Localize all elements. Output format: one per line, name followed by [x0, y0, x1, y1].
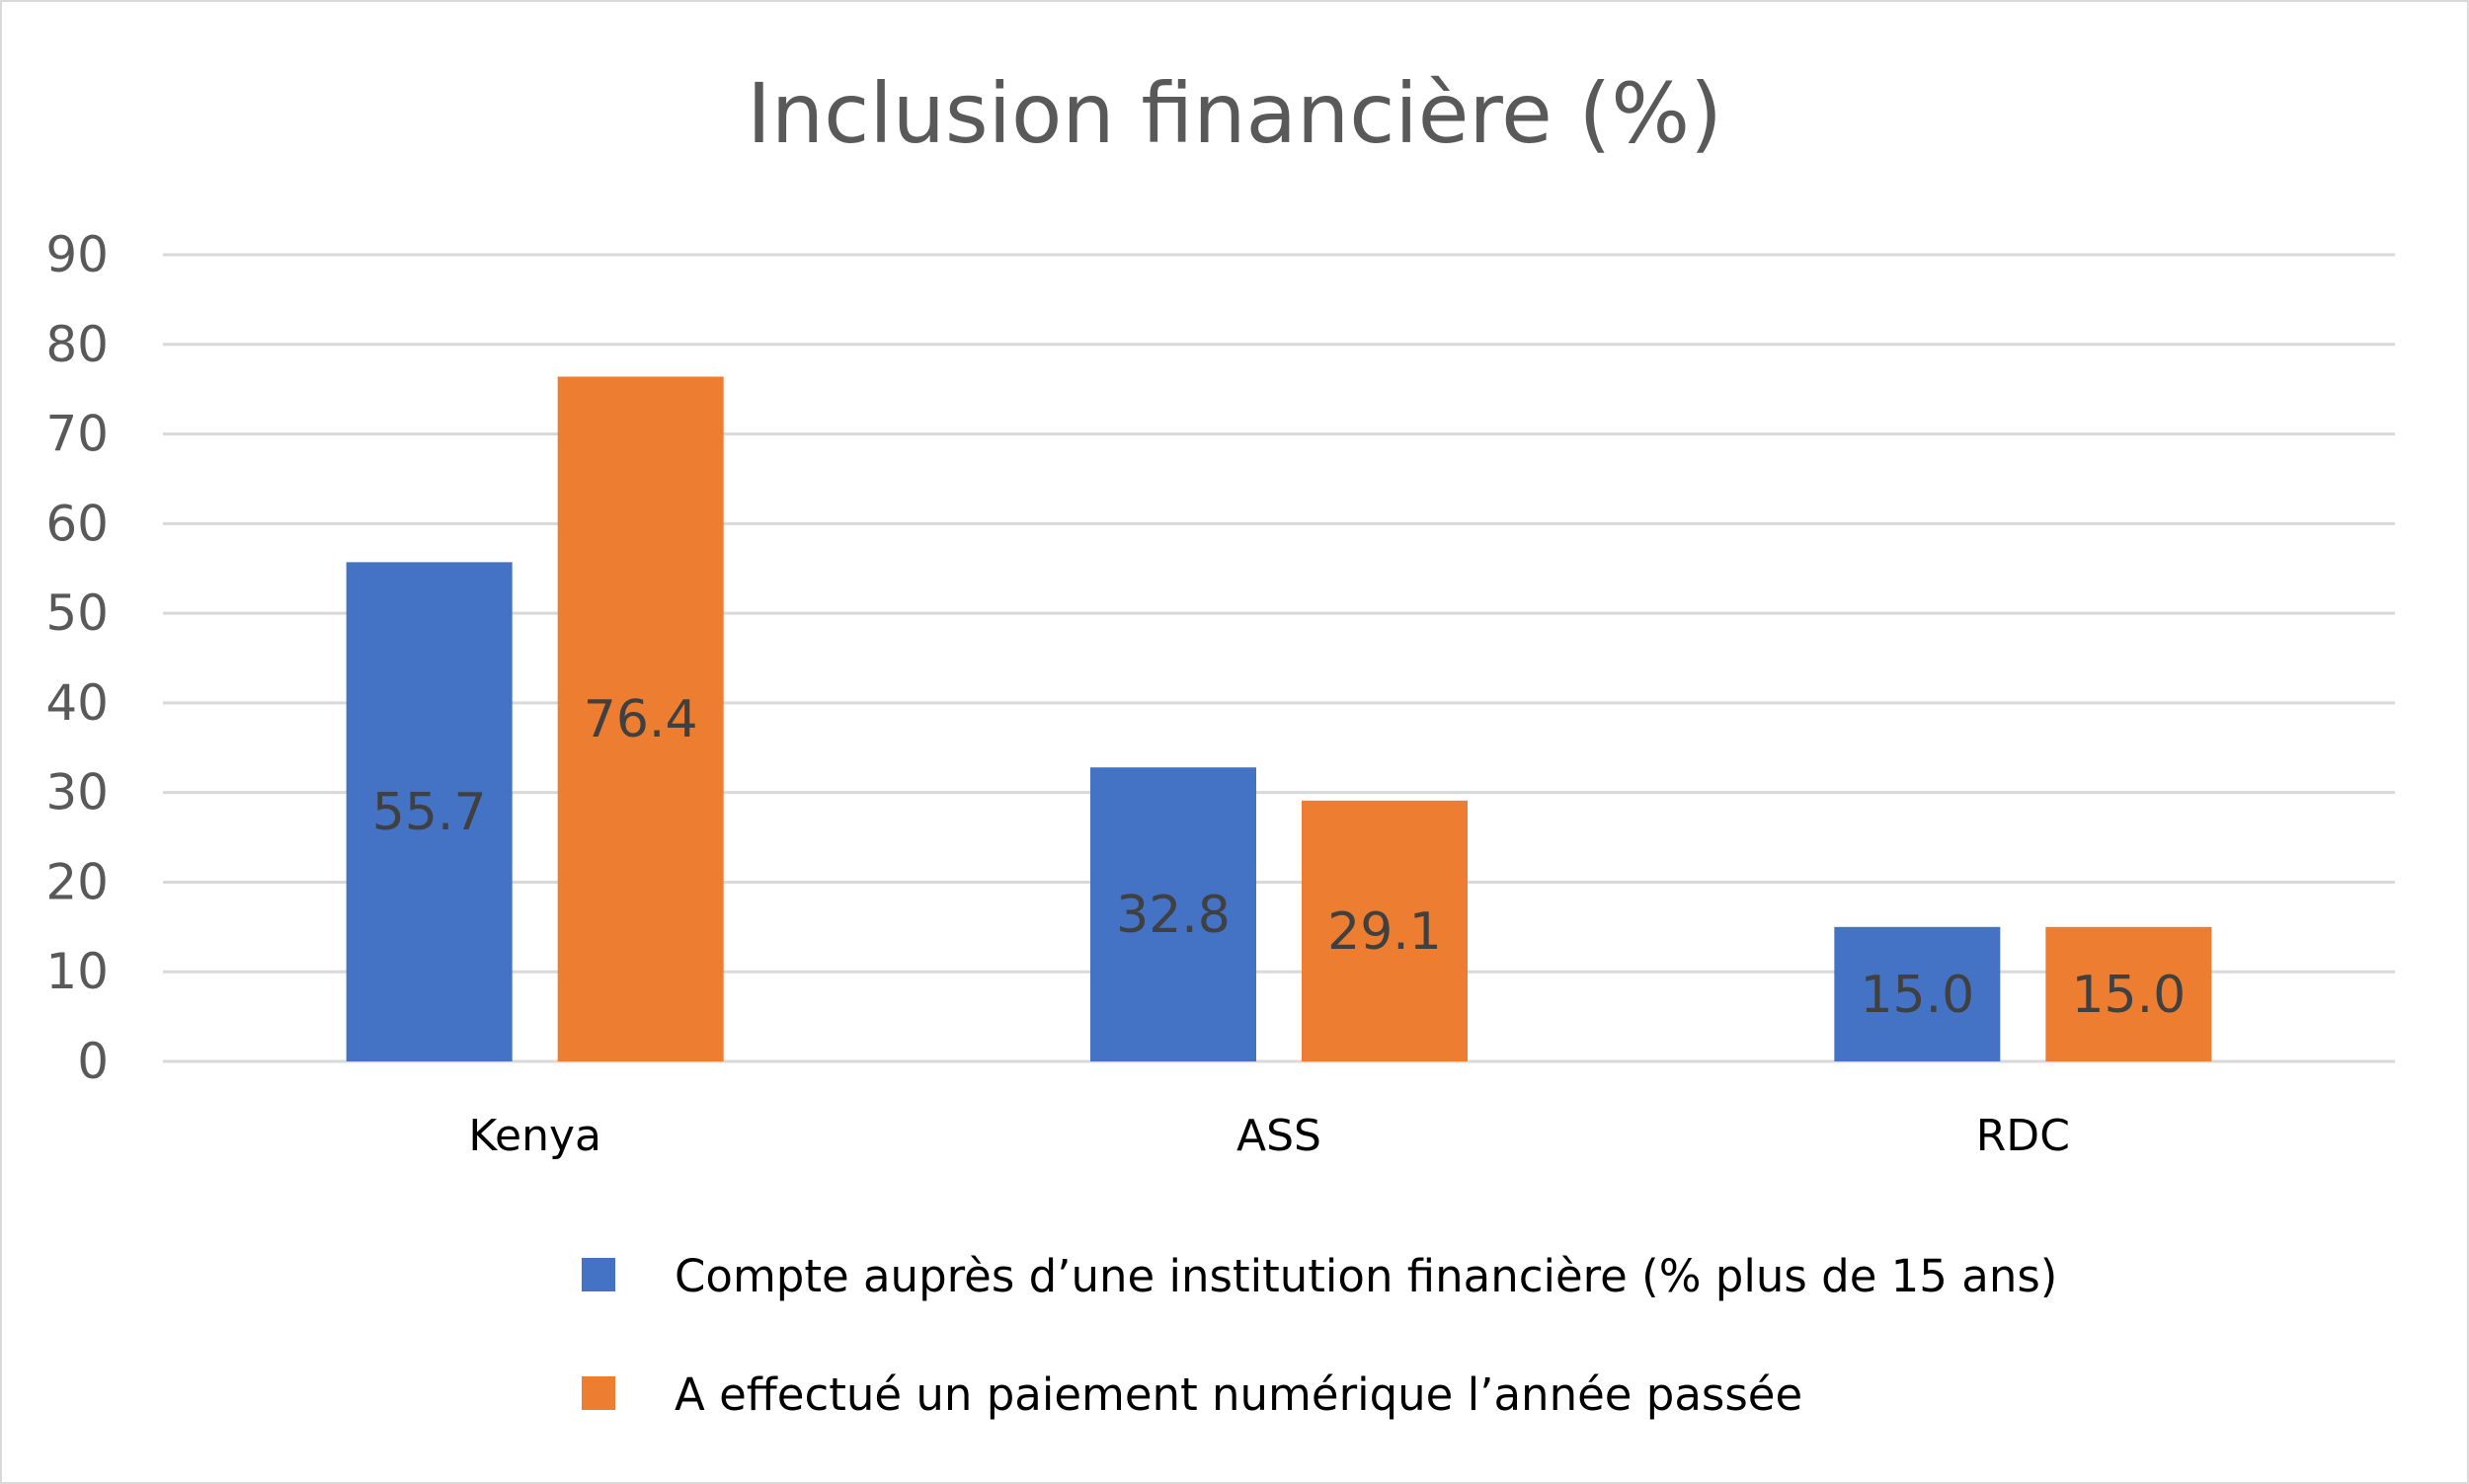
y-tick-label: 0	[77, 1033, 109, 1090]
gridlines	[163, 253, 2395, 1063]
legend-label: Compte auprès d’une institution financiè…	[675, 1250, 2057, 1302]
legend-swatch	[582, 1376, 615, 1410]
data-label: 76.4	[584, 690, 698, 749]
x-tick-label: RDC	[1976, 1111, 2070, 1161]
bar-kenya-series-2	[557, 376, 724, 1061]
data-labels: 55.7 76.4 32.8 29.1 15.0 15.0	[372, 690, 2186, 1025]
bar-ass-series-1	[1090, 767, 1256, 1061]
y-tick-label: 90	[45, 226, 109, 283]
bar-kenya-series-1	[346, 562, 513, 1061]
bar-rdc-series-2	[2045, 926, 2212, 1061]
x-tick-label: ASS	[1236, 1111, 1321, 1161]
y-tick-label: 20	[45, 853, 109, 910]
y-tick-label: 70	[45, 406, 109, 463]
data-label: 55.7	[372, 783, 487, 842]
data-label: 32.8	[1116, 886, 1231, 945]
y-tick-label: 60	[45, 495, 109, 552]
x-axis: Kenya ASS RDC	[468, 1111, 2070, 1161]
data-label: 15.0	[2071, 966, 2186, 1025]
legend: Compte auprès d’une institution financiè…	[582, 1250, 2057, 1421]
y-tick-label: 40	[45, 674, 109, 732]
y-tick-label: 30	[45, 764, 109, 821]
legend-label: A effectué un paiement numérique l’année…	[675, 1368, 1802, 1421]
data-label: 29.1	[1327, 902, 1442, 962]
data-label: 15.0	[1860, 966, 1974, 1025]
bar-ass-series-2	[1302, 800, 1468, 1061]
x-tick-label: Kenya	[468, 1111, 601, 1161]
chart-title: Inclusion financière (%)	[747, 65, 1722, 162]
y-tick-label: 80	[45, 316, 109, 373]
legend-swatch	[582, 1258, 615, 1291]
y-axis: 0 10 20 30 40 50 60 70 80 90	[45, 226, 109, 1090]
y-tick-label: 10	[45, 943, 109, 1000]
bars	[346, 376, 2212, 1061]
bar-rdc-series-1	[1834, 926, 2001, 1061]
y-tick-label: 50	[45, 585, 109, 642]
